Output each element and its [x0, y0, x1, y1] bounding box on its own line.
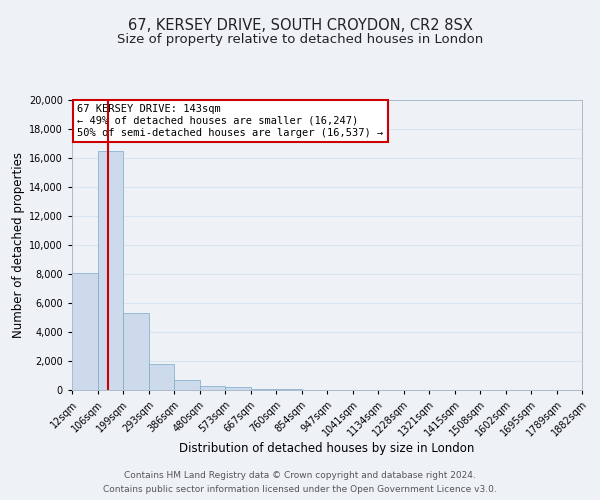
Text: 67, KERSEY DRIVE, SOUTH CROYDON, CR2 8SX: 67, KERSEY DRIVE, SOUTH CROYDON, CR2 8SX: [128, 18, 472, 32]
Text: Contains public sector information licensed under the Open Government Licence v3: Contains public sector information licen…: [103, 484, 497, 494]
Bar: [123, 313, 149, 390]
Text: Contains HM Land Registry data © Crown copyright and database right 2024.: Contains HM Land Registry data © Crown c…: [124, 472, 476, 480]
Text: Size of property relative to detached houses in London: Size of property relative to detached ho…: [117, 32, 483, 46]
Bar: [174, 380, 199, 390]
Text: 67 KERSEY DRIVE: 143sqm
← 49% of detached houses are smaller (16,247)
50% of sem: 67 KERSEY DRIVE: 143sqm ← 49% of detache…: [77, 104, 383, 138]
Bar: [72, 272, 97, 390]
Bar: [149, 364, 174, 390]
Bar: [276, 388, 302, 390]
Bar: [97, 151, 123, 390]
X-axis label: Distribution of detached houses by size in London: Distribution of detached houses by size …: [179, 442, 475, 456]
Bar: [251, 388, 276, 390]
Bar: [225, 387, 251, 390]
Y-axis label: Number of detached properties: Number of detached properties: [12, 152, 25, 338]
Bar: [199, 386, 225, 390]
